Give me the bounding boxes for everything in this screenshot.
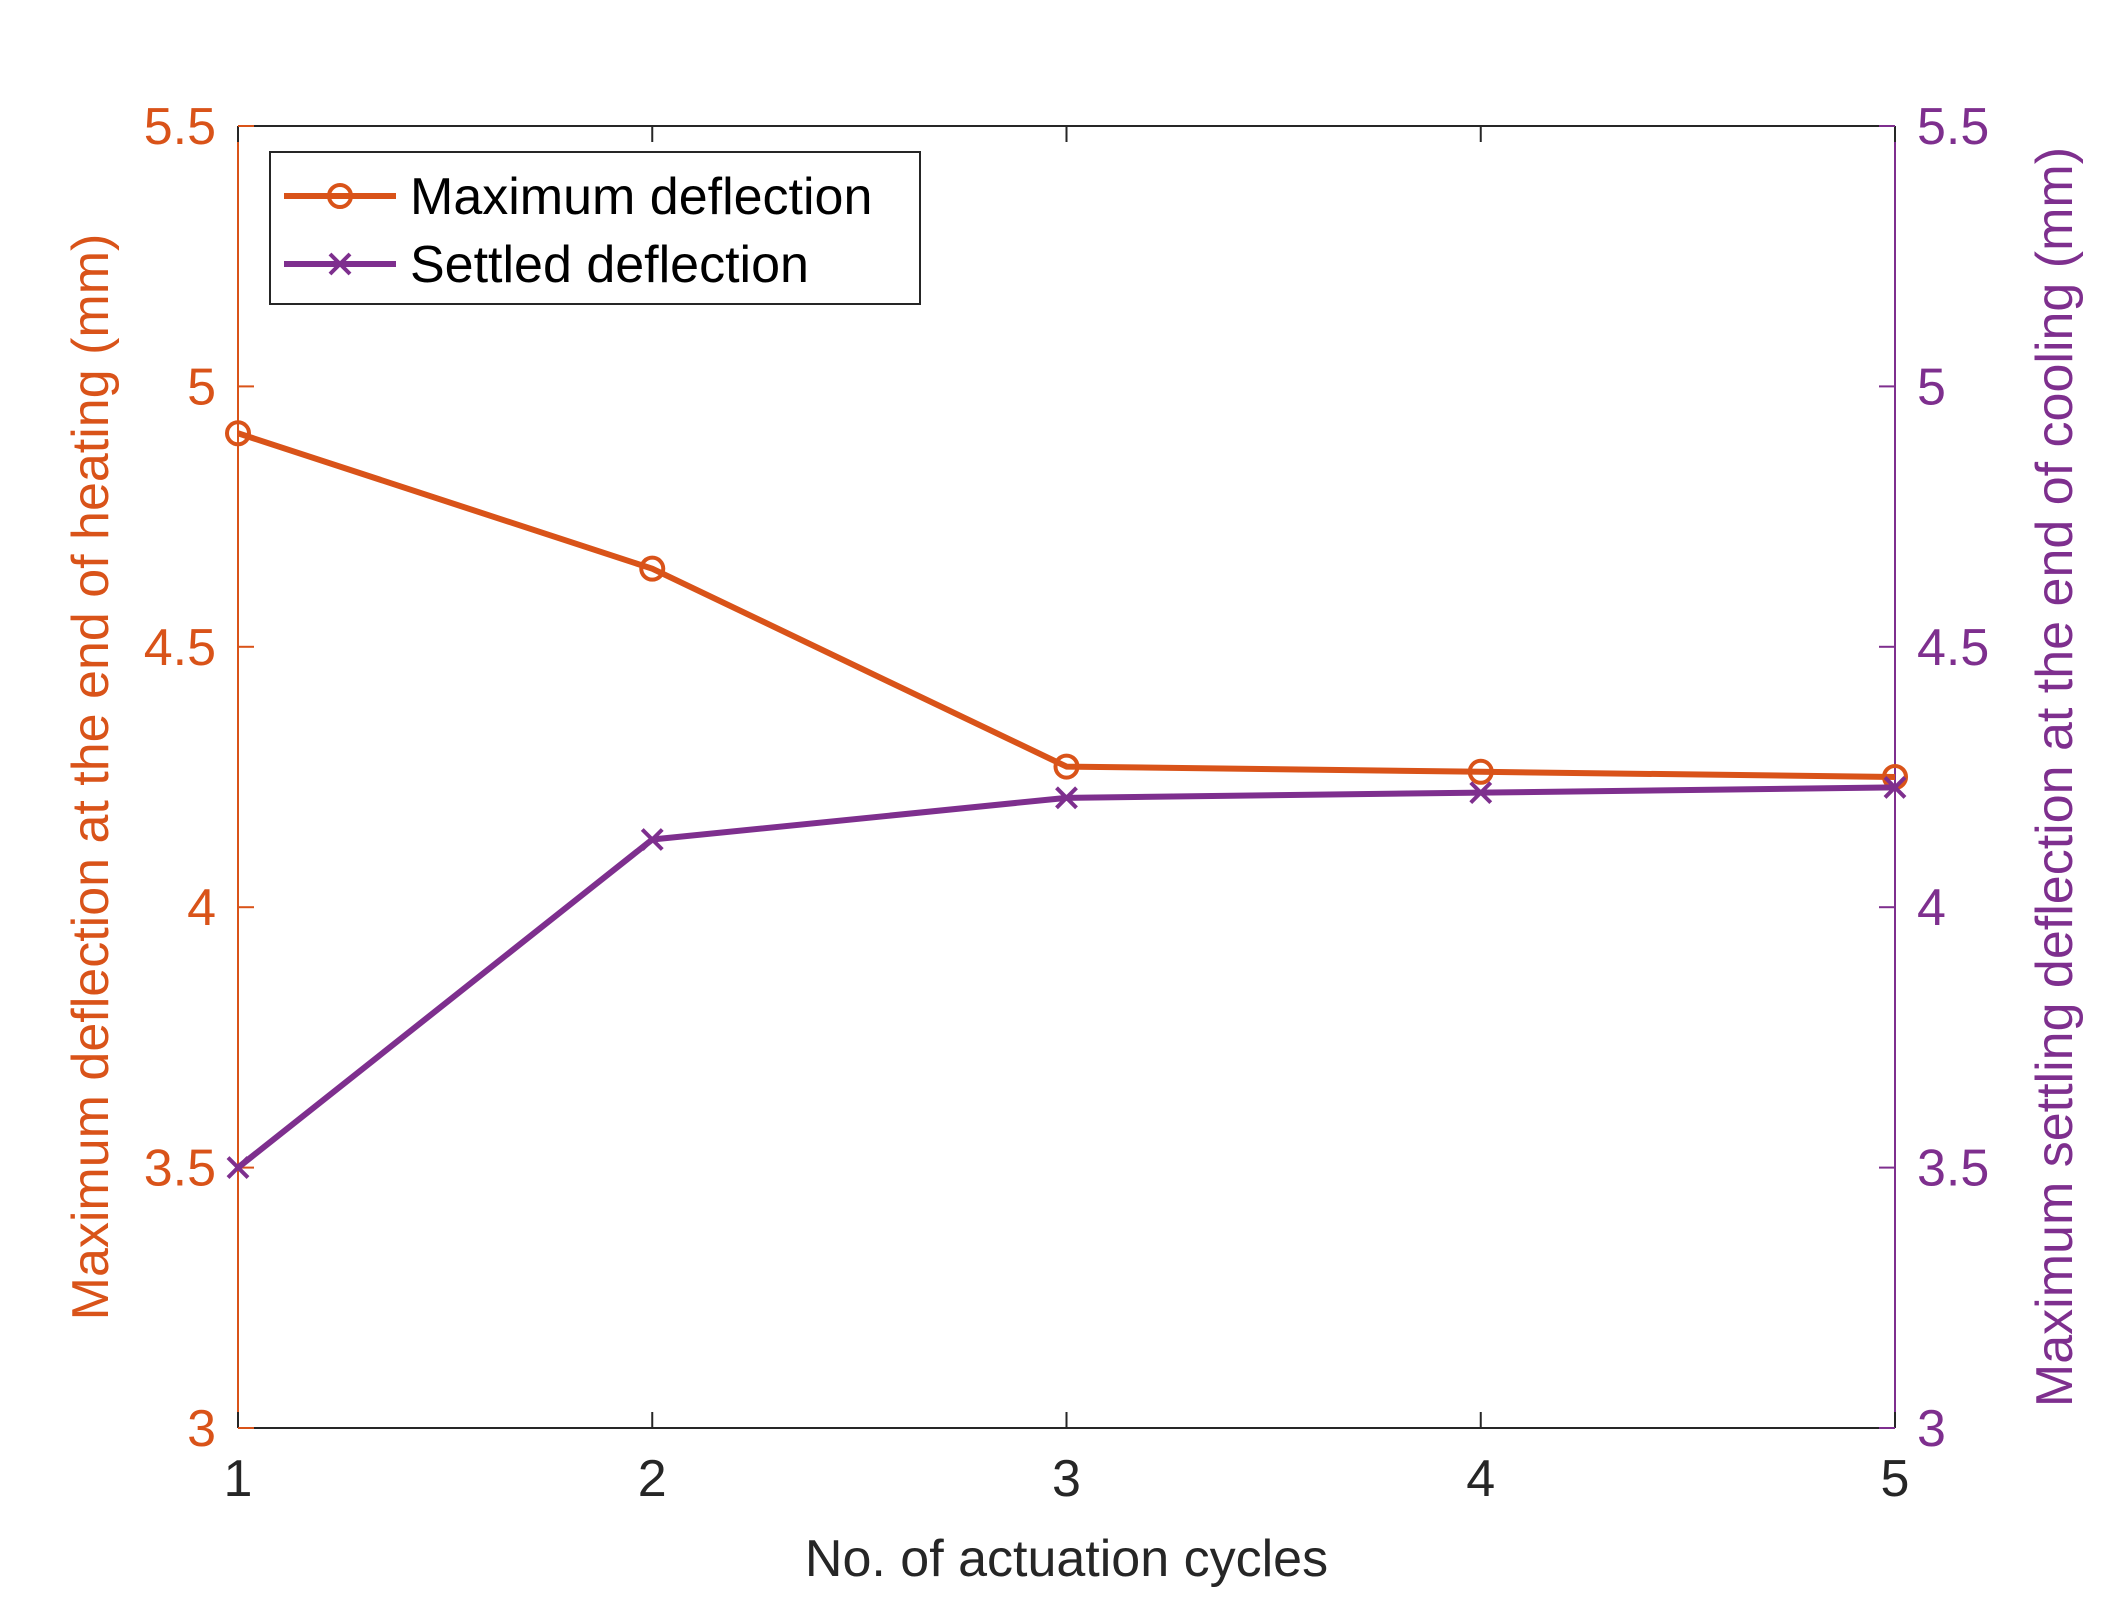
series-2-point [640,828,664,851]
series-line-1 [237,430,1896,780]
series-line-2 [236,784,1896,1170]
y-right-axis-label: Maximum settling deflection at the end o… [2026,147,2084,1407]
series-2-point [1883,776,1907,799]
y-right-tick-label: 3.5 [1917,1140,1989,1198]
y-left-tick-label: 4 [187,879,216,937]
series-1-point [639,555,666,582]
y-right-tick-label: 3 [1917,1400,1946,1458]
x-tick-label: 5 [1881,1450,1910,1508]
y-left-tick-label: 3 [187,1400,216,1458]
legend-label-1: Maximum deflection [410,168,872,226]
legend-marker-1 [327,183,353,209]
y-right-tick-label: 4.5 [1917,619,1989,677]
x-tick-label: 1 [224,1450,253,1508]
y-left-tick-label: 4.5 [144,619,216,677]
series-2-point [226,1156,250,1180]
legend-label-2: Settled deflection [410,236,809,294]
y-right-tick-label: 4 [1917,879,1946,937]
x-tick-label: 3 [1052,1450,1081,1508]
series-1-point [225,420,251,447]
series-2-point [1469,781,1493,805]
y-right-tick-label: 5.5 [1917,98,1989,156]
x-tick-label: 2 [638,1450,667,1508]
y-right-tick-label: 5 [1917,358,1946,416]
series-1-point [1467,758,1494,785]
legend-marker-2 [328,252,352,276]
x-tick-label: 4 [1466,1450,1495,1508]
y-left-axis-label: Maximum deflection at the end of heating… [62,234,120,1321]
y-left-tick-label: 3.5 [144,1140,216,1198]
series-2-point [1055,786,1078,810]
x-axis-label: No. of actuation cycles [805,1530,1328,1588]
legend-box [269,151,921,305]
y-left-tick-label: 5.5 [144,98,216,156]
series-1-point [1053,753,1080,780]
y-left-tick-label: 5 [187,358,216,416]
